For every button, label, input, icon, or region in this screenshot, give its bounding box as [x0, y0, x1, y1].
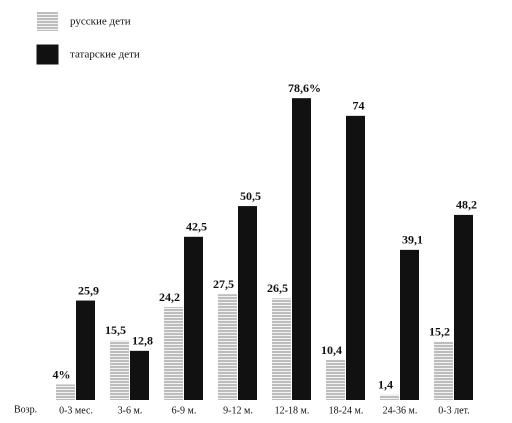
x-tick-label: 0-3 лет.: [438, 405, 469, 416]
x-tick-label: 9-12 м.: [223, 405, 253, 416]
bar: [164, 307, 183, 400]
value-label: 15,5: [105, 323, 126, 337]
bar: [56, 384, 75, 400]
x-tick-label: 6-9 м.: [172, 405, 197, 416]
bar: [130, 350, 149, 400]
value-label: 26,5: [267, 281, 288, 295]
x-axis-label: Возр.: [14, 404, 37, 415]
value-label: 24,2: [159, 290, 180, 304]
value-label: 4%: [53, 367, 71, 381]
legend-swatch: [37, 12, 58, 31]
value-label: 1,4: [378, 377, 393, 391]
x-tick-label: 24-36 м.: [383, 405, 418, 416]
legend-label: русские дети: [70, 16, 131, 28]
value-label: 48,2: [456, 198, 477, 212]
bar: [184, 236, 203, 400]
x-tick-label: 3-6 м.: [118, 405, 143, 416]
value-label: 39,1: [402, 233, 423, 247]
value-label: 15,2: [429, 324, 450, 338]
value-label: 25,9: [78, 283, 99, 297]
bar: [326, 360, 345, 400]
value-label: 74: [353, 99, 365, 113]
bar: [346, 115, 365, 400]
value-label: 78,6%: [288, 81, 321, 95]
x-tick-label: 18-24 м.: [329, 405, 364, 416]
bar: [380, 394, 399, 400]
bar: [400, 249, 419, 400]
x-tick-label: 0-3 мес.: [59, 405, 93, 416]
x-tick-label: 12-18 м.: [275, 405, 310, 416]
bar: [272, 298, 291, 400]
bar: [76, 300, 95, 400]
legend-swatch: [36, 44, 59, 65]
legend-label: татарские дети: [70, 49, 140, 61]
value-label: 10,4: [321, 343, 342, 357]
bar: [110, 340, 129, 400]
bar: [292, 98, 311, 401]
value-label: 42,5: [186, 220, 207, 234]
bar: [238, 206, 257, 400]
value-label: 12,8: [132, 334, 153, 348]
value-label: 50,5: [240, 189, 261, 203]
bar: [454, 214, 473, 400]
value-label: 27,5: [213, 277, 234, 291]
bar: [218, 294, 237, 400]
bar: [434, 341, 453, 400]
